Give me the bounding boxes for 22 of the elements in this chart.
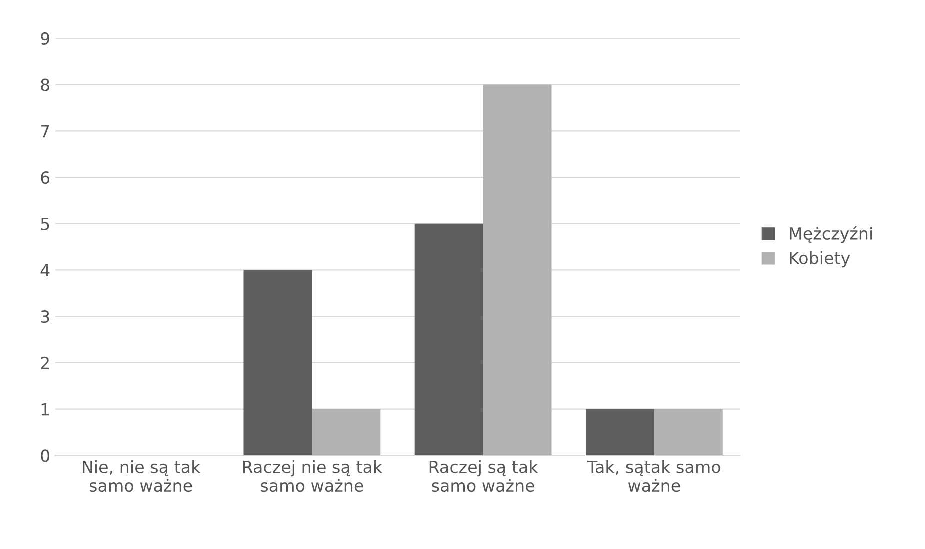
y-tick-label: 8 (41, 78, 50, 92)
y-tick-label: 0 (41, 450, 50, 462)
y-tick-label: 9 (41, 32, 50, 45)
y-tick-label: 7 (41, 125, 50, 138)
x-tick-label: Raczej są tak samo ważne (430, 460, 538, 492)
y-tick-label: 3 (41, 310, 50, 324)
bar (312, 409, 381, 456)
y-tick-label: 5 (41, 218, 50, 230)
bar (586, 409, 654, 456)
y-tick-label: 4 (40, 264, 50, 277)
legend-label: Kobiety (790, 252, 850, 268)
y-tick-label: 1 (42, 403, 50, 416)
x-tick-label: Raczej nie są tak samo ważne (243, 460, 383, 492)
y-tick-label: 2 (41, 356, 49, 370)
x-tick-label: Nie, nie są tak samo ważne (83, 460, 201, 492)
legend-label: Mężczyźni (790, 226, 872, 244)
bar (654, 409, 723, 456)
bar (483, 84, 552, 456)
bar (244, 270, 312, 456)
x-tick-label: Tak, sątak samo ważne (587, 460, 720, 492)
bar (414, 224, 484, 456)
y-tick-label: 6 (41, 171, 50, 184)
